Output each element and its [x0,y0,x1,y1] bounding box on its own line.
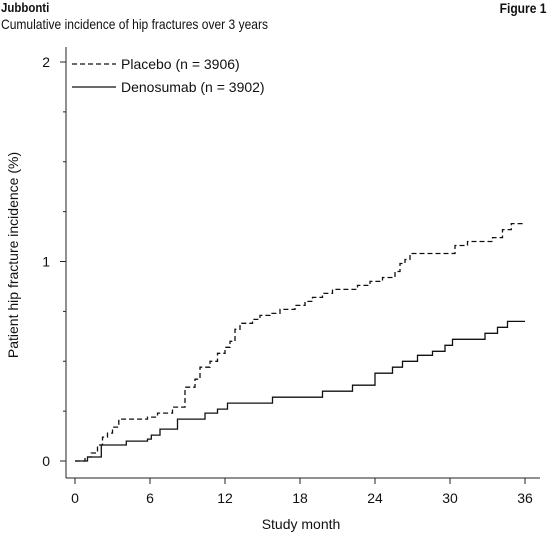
chart-subtitle: Cumulative incidence of hip fractures ov… [1,16,269,32]
y-ticks: 0 1 2 [42,54,66,469]
x-tick-label: 30 [442,490,458,506]
header: Jubbonti Cumulative incidence of hip fra… [1,0,311,32]
x-tick-label: 36 [517,490,533,506]
legend-label: Placebo (n = 3906) [121,56,240,72]
axes [65,47,540,479]
author-name: Jubbonti [1,0,50,15]
x-tick-label: 24 [367,490,383,506]
legend: Placebo (n = 3906) Denosumab (n = 3902) [72,56,265,95]
y-tick-label: 0 [42,453,50,469]
x-axis-label: Study month [262,516,341,532]
y-tick-label: 2 [42,54,50,70]
x-tick-label: 12 [217,490,233,506]
x-ticks: 0 6 12 18 24 30 36 [71,478,533,506]
y-axis-label: Patient hip fracture incidence (%) [5,152,21,358]
x-tick-label: 18 [292,490,308,506]
y-tick-label: 1 [42,254,50,270]
x-tick-label: 6 [146,490,154,506]
series-line-placebo [75,222,525,462]
series-line-denosumab [75,320,525,462]
legend-label: Denosumab (n = 3902) [121,79,265,95]
x-tick-label: 0 [71,490,79,506]
series-lines [75,222,525,462]
figure-label: Figure 1 [499,0,546,16]
